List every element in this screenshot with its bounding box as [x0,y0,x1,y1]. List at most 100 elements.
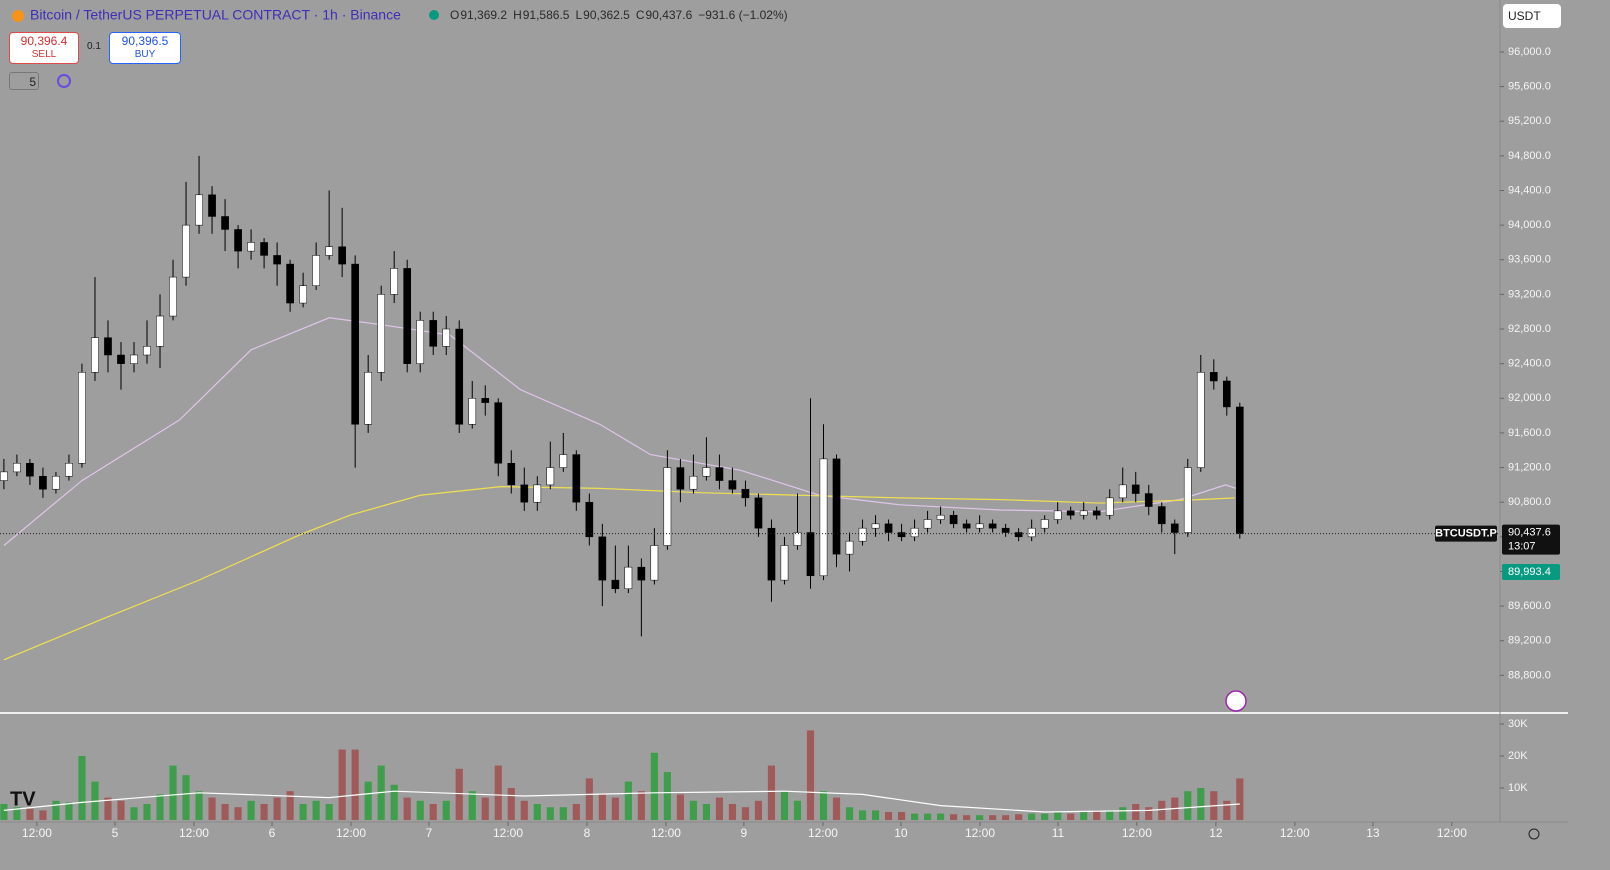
volume-tick-label: 20K [1508,750,1528,762]
candle-body [156,315,164,347]
candle-body [572,454,581,503]
volume-bar [1132,804,1140,820]
candle-body [507,462,516,486]
sell-button[interactable]: 90,396.4 SELL [9,32,79,64]
volume-bar [0,804,8,820]
buy-label: BUY [134,49,156,60]
candle-body [1027,527,1036,538]
y-tick-label: 92,400.0 [1508,358,1551,370]
volume-bar [1223,800,1231,820]
candle-body [598,536,607,581]
volume-bar [1197,788,1205,820]
volume-bar [806,730,815,820]
symbol-tag [1435,525,1497,542]
ma-line [3,486,1235,661]
candle-body [195,194,203,226]
buy-button[interactable]: 90,396.5 BUY [109,32,181,64]
volume-bar [65,802,73,820]
y-tick-label: 93,200.0 [1508,288,1551,300]
candle-body [767,527,776,581]
volume-bar [182,775,190,820]
candle-body [52,475,60,490]
countdown: 13:07 [1508,540,1536,552]
candle-body [1001,527,1010,533]
volume-bar [950,814,958,820]
candle-body [65,462,73,477]
volume-bar [1093,810,1101,820]
volume-bar [884,812,893,820]
candle-body [559,454,568,468]
x-tick-label: 12:00 [22,826,52,840]
volume-bar [208,797,216,820]
candle-body [1157,506,1166,525]
volume-bar [195,791,203,820]
volume-bar [299,804,307,820]
ohlc-key: H [513,8,522,22]
volume-bar [520,800,528,820]
last-price-tag [1502,524,1560,555]
volume-bar [559,807,567,820]
candle-body [78,372,86,464]
candle-body [442,328,451,347]
chart-title: Bitcoin / TetherUS PERPETUAL CONTRACT · … [30,7,401,23]
candle-body [897,532,906,538]
volume-bar [676,794,684,820]
x-tick-label: 5 [112,826,119,840]
volume-bar [39,810,47,820]
candle-body [832,458,841,555]
candle-body [819,458,828,577]
volume-bar [364,781,372,820]
candle-body [1040,519,1049,529]
settings-icon[interactable] [1528,828,1540,840]
quantity: 0.1 [87,41,101,52]
candle-body [715,467,724,481]
candle-body [325,246,333,256]
y-tick-label: 90,800.0 [1508,496,1551,508]
candle-body [286,263,294,304]
candle-body [1118,484,1127,499]
volume-bar [143,804,151,820]
x-tick-label: 6 [269,826,276,840]
currency-select[interactable]: USDT [1503,4,1561,28]
volume-bar [1002,815,1010,820]
volume-bar [117,800,125,820]
y-tick-label: 89,600.0 [1508,600,1551,612]
candle-body [975,523,984,529]
candle-body [208,194,216,217]
volume-bar [780,791,789,820]
volume-bar [429,804,437,820]
candle-body [416,320,425,364]
x-tick-label: 12:00 [493,826,523,840]
candle-body [663,467,672,546]
x-tick-label: 12:00 [1437,826,1467,840]
refresh-icon[interactable] [57,74,71,88]
candle-body [845,540,854,555]
volume-bar [754,800,763,820]
volume-bar [78,756,86,820]
volume-bar [689,800,697,820]
candle-body [403,268,412,364]
marker-price-tag [1502,564,1560,581]
volume-bar [1041,813,1049,820]
candle-body [429,320,438,347]
candle-body [533,484,542,503]
volume-bar [286,791,294,820]
candle-body [520,484,529,503]
volume-bar [871,810,880,820]
ohlc-value: 90,362.5 [583,8,630,22]
volume-bar [1054,812,1062,820]
candle-body [0,471,8,481]
volume-bar [234,807,242,820]
candle-body [871,523,880,529]
x-tick-label: 12:00 [1280,826,1310,840]
event-marker[interactable] [1225,690,1247,712]
volume-bar [221,804,229,820]
candle-body [494,402,503,464]
candle-body [728,480,737,490]
volume-bar [325,804,333,820]
interval-toggle[interactable]: 5 [9,72,39,90]
coin-icon [12,10,24,22]
volume-bar [624,781,632,820]
